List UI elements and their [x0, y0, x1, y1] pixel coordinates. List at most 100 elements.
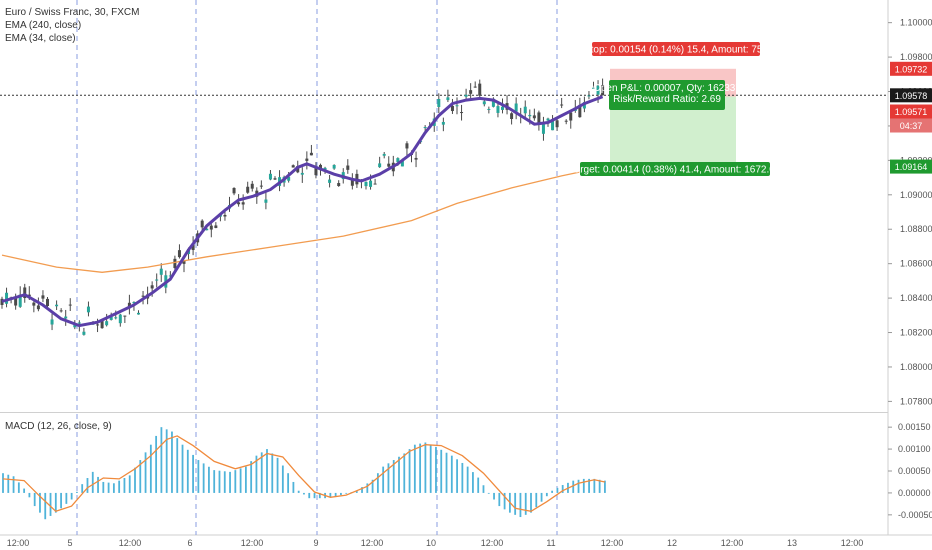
candle-body: [541, 123, 545, 134]
candle-body: [46, 298, 49, 307]
candle-body: [5, 292, 9, 304]
macd-bar: [598, 479, 601, 493]
candle-body: [291, 165, 295, 168]
macd-bar: [186, 449, 189, 493]
candle-body: [514, 103, 518, 112]
ema-34-line: [1, 95, 604, 328]
candle-body: [592, 87, 595, 89]
ema-lines: [1, 95, 604, 328]
macd-bar: [477, 477, 480, 493]
entry-price-tag: 1.09571: [895, 107, 928, 117]
candle-body: [478, 83, 482, 96]
candle-body: [382, 153, 386, 156]
candle-body: [501, 106, 504, 110]
macd-bar: [208, 466, 210, 493]
candle-body: [59, 310, 63, 312]
candle-body: [560, 104, 564, 106]
macd-bar: [382, 466, 385, 493]
macd-bar: [134, 467, 136, 493]
macd-bar: [281, 465, 284, 493]
macd-tick-label: 0.00150: [898, 422, 931, 432]
macd-bar: [593, 478, 596, 493]
price-tick-label: 1.07800: [900, 396, 932, 406]
candle-body: [309, 152, 313, 156]
candle-body: [287, 176, 291, 181]
macd-bar: [398, 456, 400, 493]
time-tick-label: 12:00: [361, 538, 384, 548]
macd-bar: [213, 470, 216, 493]
ema-240-legend: EMA (240, close): [5, 20, 82, 31]
candle-body: [182, 260, 186, 264]
macd-bar: [81, 484, 84, 493]
candle-body: [32, 302, 36, 306]
candle-body: [114, 317, 118, 319]
candle-body: [564, 120, 568, 122]
stop-price-tag-bg: [890, 61, 932, 76]
macd-bar: [229, 471, 231, 493]
price-tick-label: 1.09000: [900, 190, 932, 200]
candle-body: [578, 104, 582, 118]
macd-bar: [419, 443, 422, 493]
current-price-tag: 1.09578: [895, 91, 928, 101]
target-label-bg: [580, 162, 770, 176]
candle-body: [596, 85, 600, 95]
candle-body: [369, 180, 373, 187]
open-pnl-label: Open P&L: 0.00007, Qty: 162337: [593, 83, 741, 94]
candle-body: [214, 225, 218, 228]
price-tick-label: 1.08600: [900, 259, 932, 269]
candle-body: [105, 321, 109, 326]
candle-body: [332, 164, 336, 169]
time-tick-label: 12: [667, 538, 677, 548]
macd-bar: [318, 492, 321, 499]
price-axes: 1.100001.098001.096001.094001.092001.090…: [7, 18, 932, 548]
macd-bar: [107, 482, 110, 493]
candle-body: [141, 295, 145, 297]
macd-bar: [12, 476, 15, 493]
candle-body: [437, 98, 441, 107]
macd-bar: [2, 473, 4, 493]
macd-bar: [171, 431, 173, 493]
macd-bar: [440, 449, 443, 493]
macd-bar: [149, 444, 152, 493]
time-tick-label: 6: [187, 538, 192, 548]
macd-bar: [49, 492, 52, 516]
candle-body: [473, 86, 477, 88]
candle-body: [50, 319, 54, 325]
macd-bar: [234, 470, 237, 493]
candle-body: [523, 106, 527, 114]
macd-bar: [128, 475, 131, 493]
macd-bar: [355, 490, 358, 493]
candle-body: [414, 157, 418, 160]
macd-bar: [435, 446, 437, 493]
time-tick-label: 11: [546, 538, 555, 548]
time-tick-label: 12:00: [119, 538, 142, 548]
candle-body: [237, 202, 241, 205]
candle-body: [36, 305, 40, 310]
macd-bar: [551, 490, 554, 493]
macd-bar: [456, 459, 458, 493]
candle-body: [300, 172, 304, 175]
macd-bar: [266, 449, 268, 493]
risk-reward-label: Risk/Reward Ratio: 2.69: [613, 94, 721, 105]
candle-body: [450, 105, 454, 112]
candle-body: [378, 163, 382, 168]
macd-bar: [23, 488, 26, 493]
candle-body: [528, 114, 532, 117]
macd-bar: [466, 466, 469, 493]
target-price-tag-bg: [890, 159, 932, 174]
open-label-bg: [609, 80, 725, 110]
macd-bar: [530, 492, 532, 513]
macd-bar: [487, 492, 490, 494]
macd-bar: [60, 492, 62, 509]
candle-body: [123, 315, 127, 317]
candle-body: [337, 183, 341, 187]
candle-body: [200, 220, 204, 228]
macd-bar: [197, 460, 200, 493]
macd-bar: [604, 480, 606, 493]
macd-bar: [155, 435, 158, 493]
candle-body: [82, 331, 86, 335]
macd-bar: [524, 492, 527, 515]
macd-bar: [493, 492, 495, 500]
candle-body: [0, 298, 4, 305]
